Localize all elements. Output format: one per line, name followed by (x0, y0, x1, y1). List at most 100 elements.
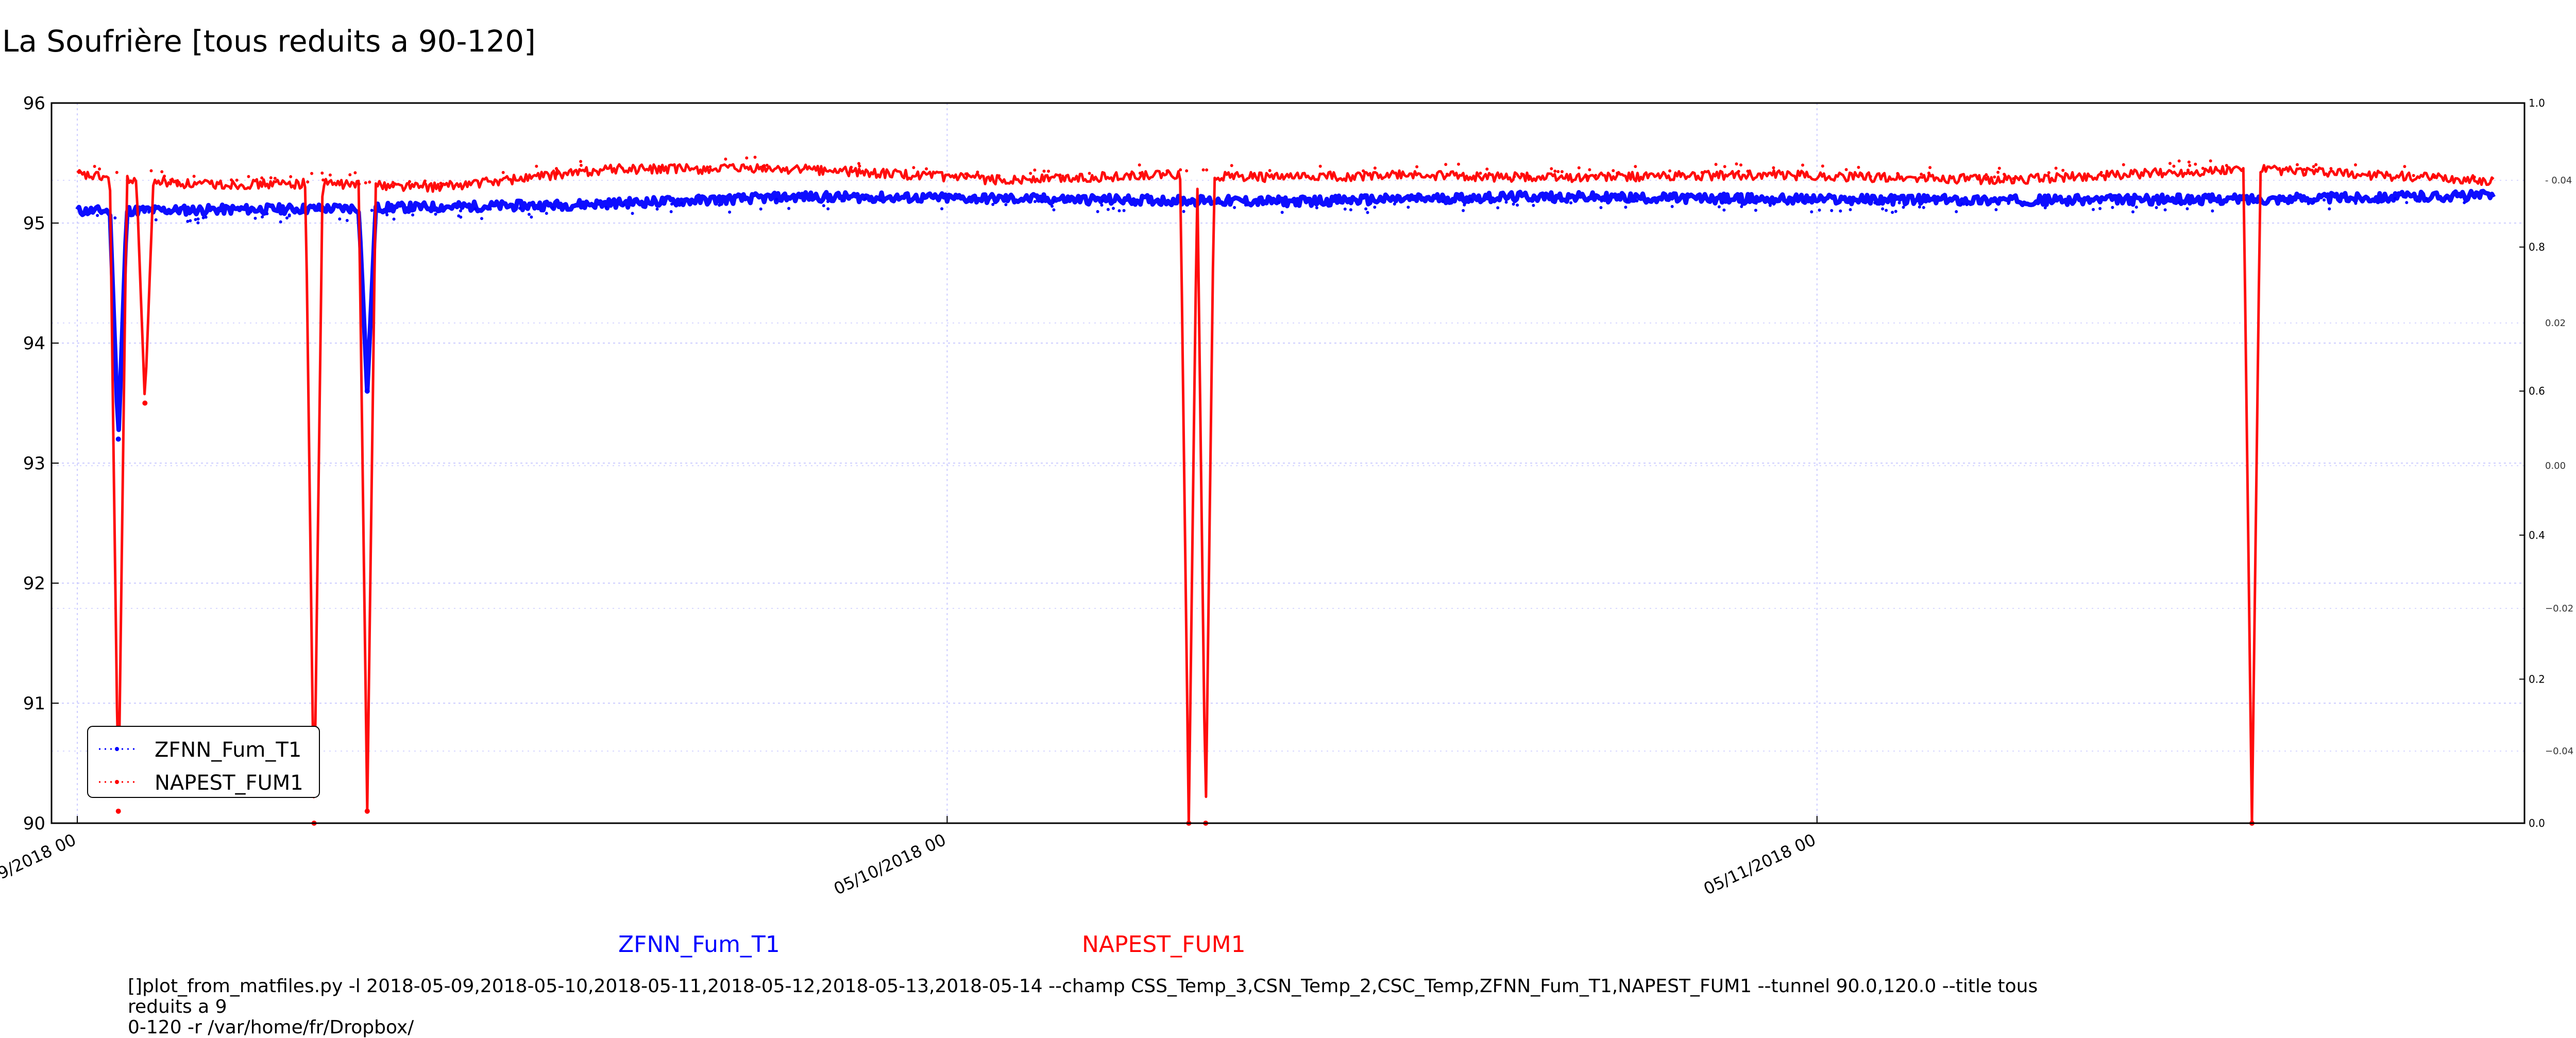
data-point-zfnn_fum_t1 (1569, 201, 1573, 205)
data-point-napest_fum1 (761, 164, 765, 168)
data-point-napest_fum1 (230, 178, 233, 182)
data-point-zfnn_fum_t1 (338, 217, 342, 221)
data-point-zfnn_fum_t1 (1997, 202, 2001, 206)
chart-title: La Soufrière [tous reduits a 90-120] (2, 24, 536, 59)
data-point-napest_fum1 (439, 184, 443, 188)
data-point-napest_fum1 (1585, 174, 1589, 178)
data-point-napest_fum1 (925, 167, 928, 171)
data-point-napest_fum1 (1556, 170, 1560, 174)
data-point-napest_fum1 (1928, 166, 1932, 169)
data-point-zfnn_fum_t1 (459, 209, 462, 213)
data-point-napest_fum1 (753, 156, 757, 159)
data-point-napest_fum1 (1737, 169, 1740, 173)
data-point-zfnn_fum_t1 (2131, 210, 2134, 214)
data-point-napest_fum1 (2172, 164, 2176, 168)
data-point-zfnn_fum_t1 (1441, 200, 1445, 203)
data-point-napest_fum1 (2061, 168, 2065, 172)
data-point-napest_fum1 (192, 175, 196, 178)
data-point-zfnn_fum_t1 (194, 218, 197, 222)
data-point-zfnn_fum_t1 (1802, 200, 1806, 203)
data-point-napest_fum1 (2412, 174, 2415, 177)
data-point-napest_fum1 (2314, 163, 2318, 166)
data-point-zfnn_fum_t1 (1364, 207, 1368, 211)
data-point-zfnn_fum_t1 (1891, 211, 1894, 214)
data-point-napest_fum1 (1772, 166, 1775, 169)
data-point-napest_fum1 (328, 173, 332, 177)
data-point-napest_fum1 (1996, 171, 2000, 174)
data-point-napest_fum1 (1165, 169, 1169, 173)
data-point-napest_fum1 (2054, 166, 2058, 170)
y-tick-label: 92 (23, 573, 45, 594)
data-point-zfnn_fum_t1 (1786, 202, 1789, 206)
data-point-napest_fum1 (364, 181, 367, 184)
data-point-zfnn_fum_t1 (1343, 207, 1347, 211)
data-point-napest_fum1 (1042, 169, 1046, 173)
data-point-zfnn_fum_t1 (261, 215, 264, 219)
data-point-zfnn_fum_t1 (253, 216, 257, 220)
data-point-zfnn_fum_t1 (1096, 210, 1099, 213)
data-point-zfnn_fum_t1 (1315, 206, 1318, 210)
data-point-napest_fum1 (1444, 163, 1448, 166)
data-point-napest_fum1 (1088, 172, 1091, 175)
data-point-napest_fum1 (765, 163, 769, 167)
data-point-zfnn_fum_t1 (1625, 198, 1629, 202)
data-point-zfnn_fum_t1 (1366, 211, 1369, 214)
data-point-napest_fum1 (1746, 169, 1750, 173)
data-point-napest_fum1 (1550, 167, 1553, 171)
data-point-napest_fum1 (1560, 170, 1564, 174)
data-point-zfnn_fum_t1 (1600, 199, 1603, 203)
data-point-zfnn_fum_t1 (385, 213, 389, 216)
data-point-zfnn_fum_t1 (1373, 206, 1377, 209)
data-point-napest_fum1 (535, 164, 538, 168)
data-point-napest_fum1 (1058, 173, 1062, 177)
data-point-napest_fum1 (1985, 173, 1988, 177)
data-point-zfnn_fum_t1 (1810, 210, 1814, 214)
dip-point-napest_fum1 (115, 808, 121, 814)
data-point-napest_fum1 (1594, 174, 1598, 177)
data-point-napest_fum1 (659, 165, 663, 169)
data-point-napest_fum1 (1485, 167, 1489, 171)
data-point-zfnn_fum_t1 (2425, 197, 2429, 201)
data-point-zfnn_fum_t1 (826, 200, 829, 203)
data-point-zfnn_fum_t1 (1918, 205, 1921, 209)
data-point-zfnn_fum_t1 (1469, 198, 1473, 201)
data-point-zfnn_fum_t1 (759, 207, 762, 211)
data-point-zfnn_fum_t1 (1182, 210, 1185, 213)
data-point-napest_fum1 (2003, 173, 2006, 176)
y-tick-label: 95 (23, 213, 45, 234)
data-point-zfnn_fum_t1 (154, 218, 158, 222)
data-point-zfnn_fum_t1 (279, 220, 282, 224)
data-point-zfnn_fum_t1 (1740, 205, 1743, 208)
data-point-napest_fum1 (2187, 160, 2191, 164)
data-point-napest_fum1 (745, 156, 749, 160)
data-point-napest_fum1 (306, 180, 310, 184)
y-tick-label: 94 (23, 333, 45, 354)
data-point-napest_fum1 (163, 175, 166, 178)
data-point-napest_fum1 (1179, 168, 1182, 172)
right-inner-tick-label: 0.02 (2545, 318, 2566, 329)
data-point-zfnn_fum_t1 (728, 210, 732, 214)
data-point-napest_fum1 (353, 171, 357, 175)
data-point-napest_fum1 (1616, 172, 1619, 175)
data-point-zfnn_fum_t1 (201, 216, 205, 219)
data-point-zfnn_fum_t1 (1965, 203, 1969, 207)
data-point-napest_fum1 (2187, 168, 2190, 172)
data-point-napest_fum1 (1927, 172, 1930, 175)
data-point-zfnn_fum_t1 (1244, 203, 1247, 207)
data-point-zfnn_fum_t1 (1496, 206, 1500, 210)
data-point-zfnn_fum_t1 (1960, 202, 1964, 206)
data-point-zfnn_fum_t1 (147, 210, 150, 214)
data-point-zfnn_fum_t1 (2155, 206, 2158, 209)
data-point-zfnn_fum_t1 (2185, 207, 2189, 211)
data-point-napest_fum1 (310, 172, 314, 175)
data-point-zfnn_fum_t1 (1922, 206, 1925, 209)
data-point-napest_fum1 (2209, 159, 2212, 163)
data-point-zfnn_fum_t1 (1100, 203, 1104, 207)
data-point-napest_fum1 (210, 179, 213, 183)
data-point-zfnn_fum_t1 (1462, 209, 1465, 212)
data-point-napest_fum1 (235, 178, 239, 182)
data-point-zfnn_fum_t1 (2445, 197, 2449, 200)
data-point-napest_fum1 (247, 175, 250, 178)
data-point-zfnn_fum_t1 (518, 207, 522, 210)
data-point-napest_fum1 (2099, 171, 2103, 174)
